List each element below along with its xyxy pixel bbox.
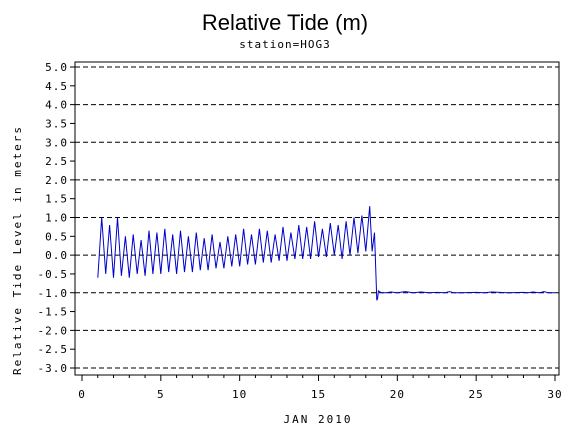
x-tick-label: 30 <box>547 388 562 401</box>
y-tick-label: 2.0 <box>45 174 68 187</box>
x-tick-label: 10 <box>232 388 247 401</box>
y-tick-label: 1.5 <box>45 193 68 206</box>
y-tick-label: 2.5 <box>45 155 68 168</box>
y-tick-label: 3.0 <box>45 136 68 149</box>
y-tick-label: 4.0 <box>45 99 68 112</box>
tide-series-line <box>97 206 555 301</box>
y-tick-label: 5.0 <box>45 61 68 74</box>
y-tick-label: -2.0 <box>38 324 69 337</box>
y-tick-label: -2.5 <box>38 343 69 356</box>
y-tick-label: -1.0 <box>38 287 69 300</box>
x-axis: 0 5 10 15 20 25 30 <box>78 375 562 401</box>
series-group <box>97 206 555 301</box>
y-tick-label: 4.5 <box>45 80 68 93</box>
x-tick-label: 25 <box>469 388 484 401</box>
chart-title: Relative Tide (m) <box>202 10 368 35</box>
y-axis: 5.0 4.5 4.0 3.5 3.0 2.5 2.0 1.5 1.0 0.5 0.0 -0.5 -1.… <box>38 61 75 375</box>
x-tick-label: 15 <box>311 388 326 401</box>
y-tick-label: 0.0 <box>45 249 68 262</box>
y-tick-label: -0.5 <box>38 268 69 281</box>
x-tick-label: 20 <box>390 388 405 401</box>
y-axis-label: Relative Tide Level in meters <box>11 125 24 375</box>
plot-frame <box>74 61 560 376</box>
y-tick-label: -1.5 <box>38 306 69 319</box>
x-tick-label: 0 <box>78 388 86 401</box>
y-tick-label: 0.5 <box>45 230 68 243</box>
y-tick-label: -3.0 <box>38 362 69 375</box>
y-tick-label: 1.0 <box>45 212 68 225</box>
x-axis-label: JAN 2010 <box>284 413 353 426</box>
grid-lines <box>75 66 559 369</box>
chart-subtitle: station=HOG3 <box>239 38 330 51</box>
x-tick-label: 5 <box>157 388 165 401</box>
y-tick-label: 3.5 <box>45 117 68 130</box>
